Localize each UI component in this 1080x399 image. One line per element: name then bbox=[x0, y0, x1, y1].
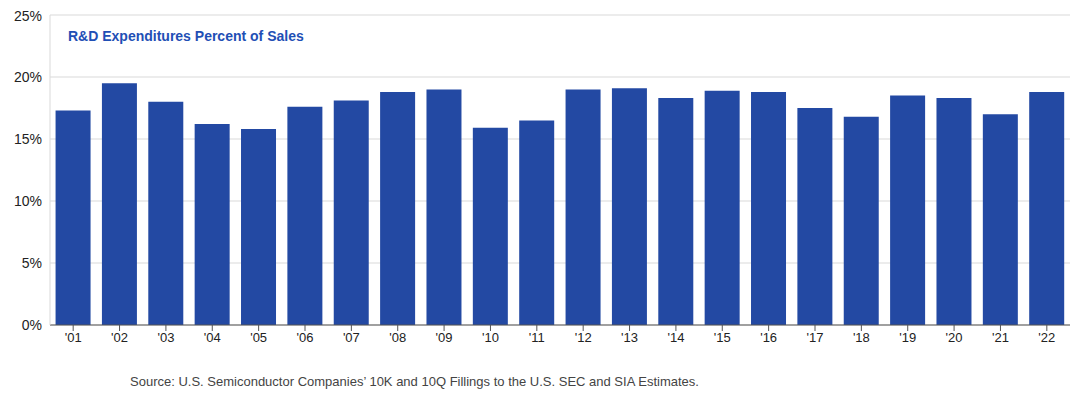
svg-text:'08: '08 bbox=[389, 330, 406, 345]
svg-text:'02: '02 bbox=[111, 330, 128, 345]
svg-text:20%: 20% bbox=[14, 69, 42, 85]
svg-text:'17: '17 bbox=[807, 330, 824, 345]
svg-text:'01: '01 bbox=[65, 330, 82, 345]
svg-text:'07: '07 bbox=[343, 330, 360, 345]
html-text:Source: U.S. Semiconductor Com: Source: U.S. Semiconductor Companies’ 10… bbox=[130, 374, 699, 389]
svg-text:'09: '09 bbox=[436, 330, 453, 345]
svg-text:'16: '16 bbox=[760, 330, 777, 345]
svg-text:'15: '15 bbox=[714, 330, 731, 345]
svg-text:0%: 0% bbox=[22, 317, 42, 333]
svg-text:10%: 10% bbox=[14, 193, 42, 209]
svg-text:'20: '20 bbox=[946, 330, 963, 345]
svg-text:'19: '19 bbox=[899, 330, 916, 345]
svg-text:'04: '04 bbox=[204, 330, 221, 345]
svg-text:'03: '03 bbox=[157, 330, 174, 345]
svg-text:5%: 5% bbox=[22, 255, 42, 271]
svg-text:'06: '06 bbox=[297, 330, 314, 345]
svg-text:'22: '22 bbox=[1038, 330, 1055, 345]
svg-text:'11: '11 bbox=[529, 330, 545, 345]
svg-text:'05: '05 bbox=[250, 330, 267, 345]
svg-text:'14: '14 bbox=[667, 330, 684, 345]
svg-text:'21: '21 bbox=[992, 330, 1009, 345]
svg-text:'18: '18 bbox=[853, 330, 870, 345]
svg-text:15%: 15% bbox=[14, 131, 42, 147]
svg-text:'13: '13 bbox=[621, 330, 638, 345]
svg-text:'12: '12 bbox=[575, 330, 592, 345]
html-text:R&D Expenditures Percent of Sa: R&D Expenditures Percent of Sales bbox=[68, 28, 304, 44]
svg-text:25%: 25% bbox=[14, 8, 42, 24]
svg-text:'10: '10 bbox=[482, 330, 499, 345]
